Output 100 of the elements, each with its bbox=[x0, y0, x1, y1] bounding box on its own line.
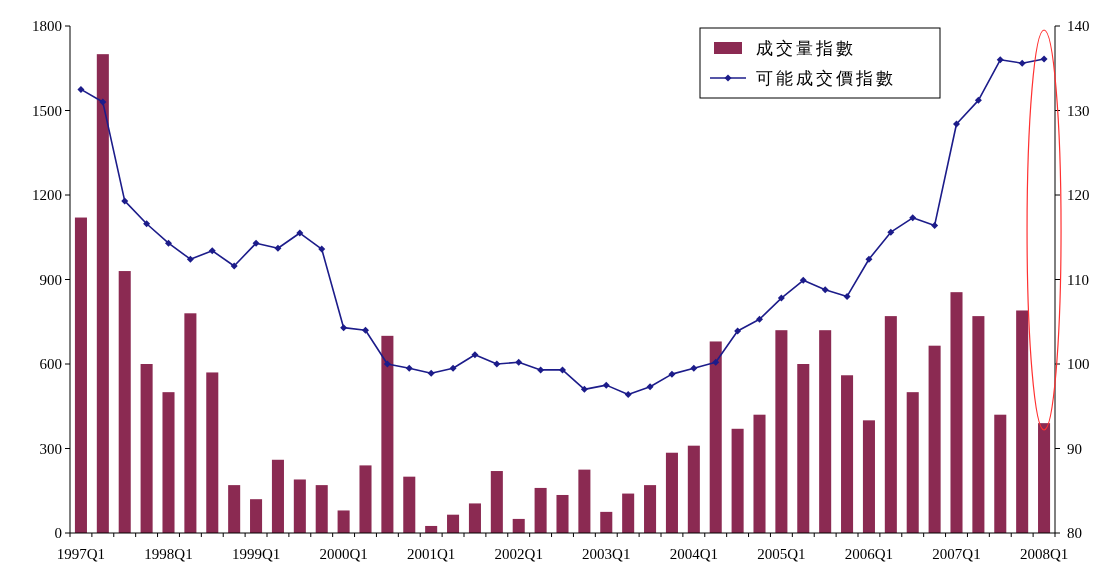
point bbox=[186, 255, 194, 263]
bar bbox=[293, 479, 306, 533]
bar bbox=[753, 414, 766, 533]
bar bbox=[315, 485, 328, 533]
x-tick-label: 2006Q1 bbox=[844, 546, 894, 562]
point bbox=[208, 247, 216, 255]
y-tick-label: 0 bbox=[54, 525, 62, 541]
point bbox=[405, 364, 413, 372]
point bbox=[143, 220, 151, 228]
point bbox=[537, 366, 545, 374]
legend-label: 可能成交價指數 bbox=[756, 69, 896, 88]
point bbox=[756, 315, 763, 323]
bar bbox=[906, 392, 919, 533]
bar bbox=[250, 499, 263, 533]
bar bbox=[994, 414, 1007, 533]
x-tick-label: 1998Q1 bbox=[144, 546, 193, 562]
x-tick-label: 2001Q1 bbox=[406, 546, 456, 562]
x-tick-label: 2005Q1 bbox=[757, 546, 806, 562]
bar bbox=[1016, 310, 1029, 533]
bar bbox=[118, 271, 131, 533]
y-tick-label: 900 bbox=[39, 271, 62, 288]
bar bbox=[797, 364, 810, 533]
x-tick-label: 2003Q1 bbox=[582, 546, 631, 562]
point bbox=[77, 85, 85, 93]
point bbox=[230, 262, 238, 270]
y2-tick-label: 110 bbox=[1067, 271, 1089, 288]
point bbox=[493, 360, 501, 368]
point bbox=[734, 327, 742, 335]
point bbox=[471, 351, 479, 359]
point bbox=[383, 360, 391, 368]
bar bbox=[622, 493, 635, 533]
y2-tick-label: 80 bbox=[1067, 525, 1082, 541]
bar bbox=[381, 335, 394, 533]
point bbox=[887, 228, 895, 236]
point bbox=[427, 369, 435, 377]
x-tick-label: 2008Q1 bbox=[1019, 546, 1069, 562]
point bbox=[777, 294, 785, 302]
point bbox=[646, 383, 654, 391]
y-tick-label: 1800 bbox=[32, 18, 62, 34]
bar bbox=[578, 469, 591, 533]
point bbox=[318, 245, 326, 253]
bar bbox=[337, 510, 350, 533]
point bbox=[1040, 55, 1048, 63]
point bbox=[121, 197, 129, 205]
bar bbox=[359, 465, 372, 533]
point bbox=[252, 239, 260, 247]
bar bbox=[96, 54, 109, 533]
point bbox=[690, 364, 698, 372]
y2-tick-label: 100 bbox=[1067, 356, 1090, 372]
point bbox=[668, 370, 676, 378]
y-tick-label: 1200 bbox=[32, 187, 62, 203]
bar bbox=[1038, 423, 1051, 533]
bar bbox=[74, 217, 87, 533]
point bbox=[799, 276, 807, 284]
bar bbox=[687, 445, 700, 533]
x-tick-label: 2007Q1 bbox=[932, 546, 981, 562]
bar bbox=[184, 313, 197, 533]
bar bbox=[490, 471, 503, 533]
bar bbox=[665, 452, 678, 533]
point bbox=[340, 324, 348, 332]
bar bbox=[600, 511, 613, 533]
bar bbox=[162, 392, 175, 533]
bar bbox=[819, 330, 832, 533]
y2-tick-label: 90 bbox=[1067, 440, 1082, 457]
x-tick-label: 1999Q1 bbox=[231, 546, 281, 562]
y-tick-label: 600 bbox=[39, 356, 62, 372]
point bbox=[580, 385, 588, 393]
point bbox=[515, 358, 523, 366]
bar bbox=[775, 330, 788, 533]
bar bbox=[534, 487, 547, 533]
point bbox=[931, 221, 939, 229]
x-tick-label: 1997Q1 bbox=[56, 546, 106, 562]
legend-label: 成交量指數 bbox=[756, 39, 856, 58]
point bbox=[602, 381, 610, 389]
bar bbox=[468, 503, 481, 533]
bar bbox=[206, 372, 219, 533]
bar bbox=[644, 485, 657, 533]
bar bbox=[447, 514, 460, 533]
point bbox=[953, 120, 960, 128]
x-tick-label: 2002Q1 bbox=[494, 546, 543, 562]
point bbox=[996, 56, 1004, 64]
bar bbox=[884, 316, 897, 533]
point bbox=[274, 244, 282, 252]
point bbox=[165, 239, 172, 247]
point bbox=[909, 214, 917, 222]
bar bbox=[556, 494, 569, 533]
y-tick-label: 1500 bbox=[32, 102, 62, 119]
bar bbox=[709, 341, 722, 533]
point bbox=[712, 358, 720, 366]
point bbox=[843, 292, 851, 300]
bar bbox=[271, 459, 284, 533]
point bbox=[1018, 59, 1026, 67]
point bbox=[624, 390, 632, 398]
bar bbox=[140, 364, 153, 533]
point bbox=[974, 96, 982, 104]
y2-tick-label: 140 bbox=[1067, 18, 1090, 34]
bar bbox=[403, 476, 416, 533]
bar bbox=[841, 375, 854, 533]
bar bbox=[731, 428, 744, 533]
point bbox=[99, 98, 107, 106]
